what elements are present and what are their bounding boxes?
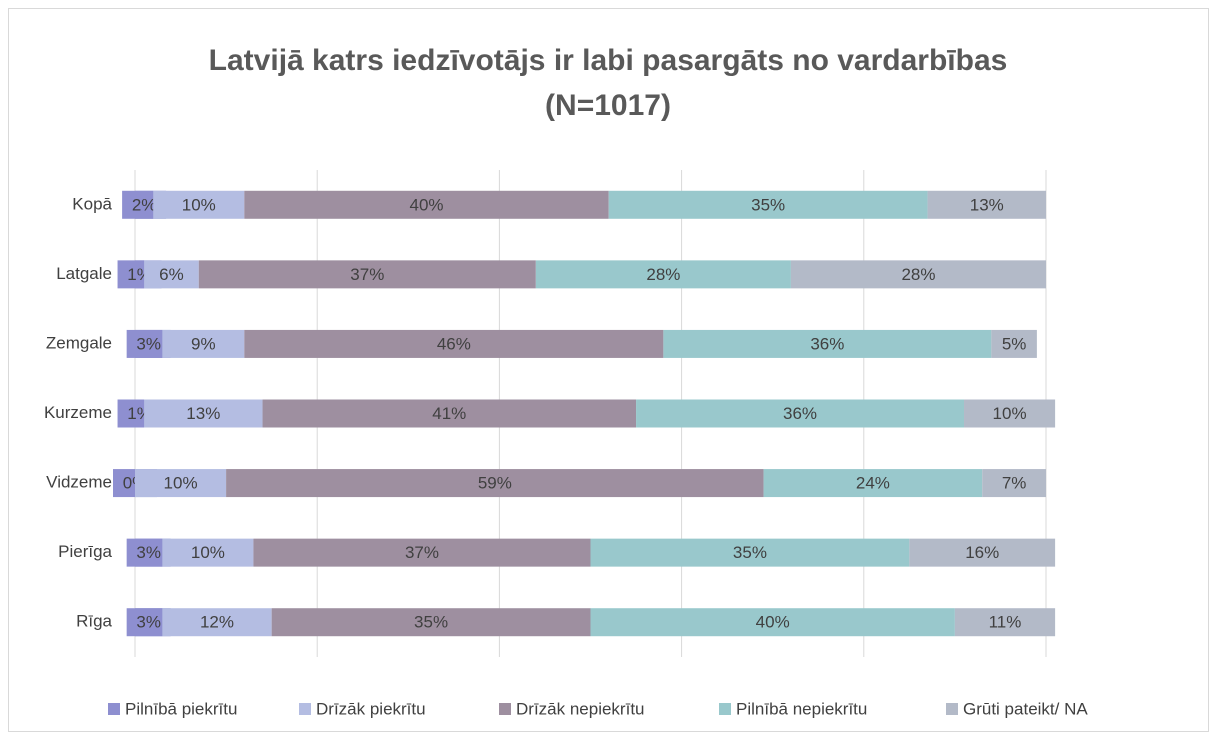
value-label: 35% <box>414 613 448 632</box>
value-label: 5% <box>1002 334 1027 353</box>
bar-segment <box>162 608 272 637</box>
value-label: 13% <box>186 404 220 423</box>
value-label: 3% <box>136 334 161 353</box>
legend-label: Drīzāk piekrītu <box>316 699 426 718</box>
value-label: 59% <box>478 474 512 493</box>
bar-segment <box>144 260 199 289</box>
value-label: 36% <box>783 404 817 423</box>
bar-segment <box>535 260 791 289</box>
value-label: 10% <box>164 474 198 493</box>
y-tick-label: Zemgale <box>46 333 112 352</box>
value-label: 28% <box>901 265 935 284</box>
value-label: 41% <box>432 404 466 423</box>
bar-segment <box>927 190 1046 219</box>
bar-segment <box>991 329 1037 358</box>
value-label: 24% <box>856 474 890 493</box>
bar-segment <box>271 608 591 637</box>
bar-segment <box>226 469 764 498</box>
bar-segment <box>244 190 609 219</box>
value-label: 37% <box>405 543 439 562</box>
y-tick-label: Kurzeme <box>44 403 112 422</box>
y-tick-label: Vidzeme <box>46 473 112 492</box>
y-tick-label: Kopā <box>72 194 112 213</box>
y-tick-label: Pierīga <box>58 542 112 561</box>
legend-swatch <box>719 703 731 715</box>
bar-segment <box>790 260 1046 289</box>
bar-segment <box>964 399 1056 428</box>
legend-swatch <box>499 703 511 715</box>
bar-segment <box>763 469 983 498</box>
bar-segment <box>262 399 637 428</box>
bar-segment <box>162 538 254 567</box>
bar-segment <box>244 329 664 358</box>
value-label: 28% <box>646 265 680 284</box>
bar-segment <box>198 260 536 289</box>
bar-segment <box>135 469 227 498</box>
value-label: 35% <box>751 195 785 214</box>
value-label: 16% <box>965 543 999 562</box>
bar-segment <box>162 329 245 358</box>
value-label: 9% <box>191 334 216 353</box>
legend-label: Pilnībā nepiekrītu <box>736 699 867 718</box>
value-label: 3% <box>136 543 161 562</box>
y-tick-label: Latgale <box>56 264 112 283</box>
y-tick-label: Rīga <box>76 612 112 631</box>
legend-swatch <box>108 703 120 715</box>
value-label: 7% <box>1002 474 1027 493</box>
value-label: 40% <box>756 613 790 632</box>
bar-segment <box>909 538 1056 567</box>
chart-title: Latvijā katrs iedzīvotājs ir labi pasarg… <box>208 44 1008 122</box>
value-label: 10% <box>993 404 1027 423</box>
legend-swatch <box>299 703 311 715</box>
value-label: 3% <box>136 613 161 632</box>
value-label: 10% <box>182 195 216 214</box>
bar-segment <box>590 608 955 637</box>
value-label: 37% <box>350 265 384 284</box>
value-label: 10% <box>191 543 225 562</box>
bar-segment <box>982 469 1046 498</box>
bar-segment <box>954 608 1056 637</box>
value-label: 6% <box>159 265 184 284</box>
legend-label: Pilnībā piekrītu <box>125 699 237 718</box>
value-label: 12% <box>200 613 234 632</box>
bar-segment <box>636 399 965 428</box>
value-label: 40% <box>410 195 444 214</box>
value-label: 11% <box>989 613 1022 632</box>
bar-segment <box>153 190 245 219</box>
value-label: 35% <box>733 543 767 562</box>
legend-label: Grūti pateikt/ NA <box>963 699 1088 718</box>
bar-segment <box>663 329 992 358</box>
bar-segment <box>144 399 263 428</box>
value-label: 2% <box>132 195 157 214</box>
value-label: 13% <box>970 195 1004 214</box>
legend-swatch <box>946 703 958 715</box>
bar-segment <box>590 538 910 567</box>
bar-segment <box>253 538 591 567</box>
bar-segment <box>608 190 928 219</box>
value-label: 46% <box>437 334 471 353</box>
value-label: 36% <box>810 334 844 353</box>
legend-label: Drīzāk nepiekrītu <box>516 699 645 718</box>
